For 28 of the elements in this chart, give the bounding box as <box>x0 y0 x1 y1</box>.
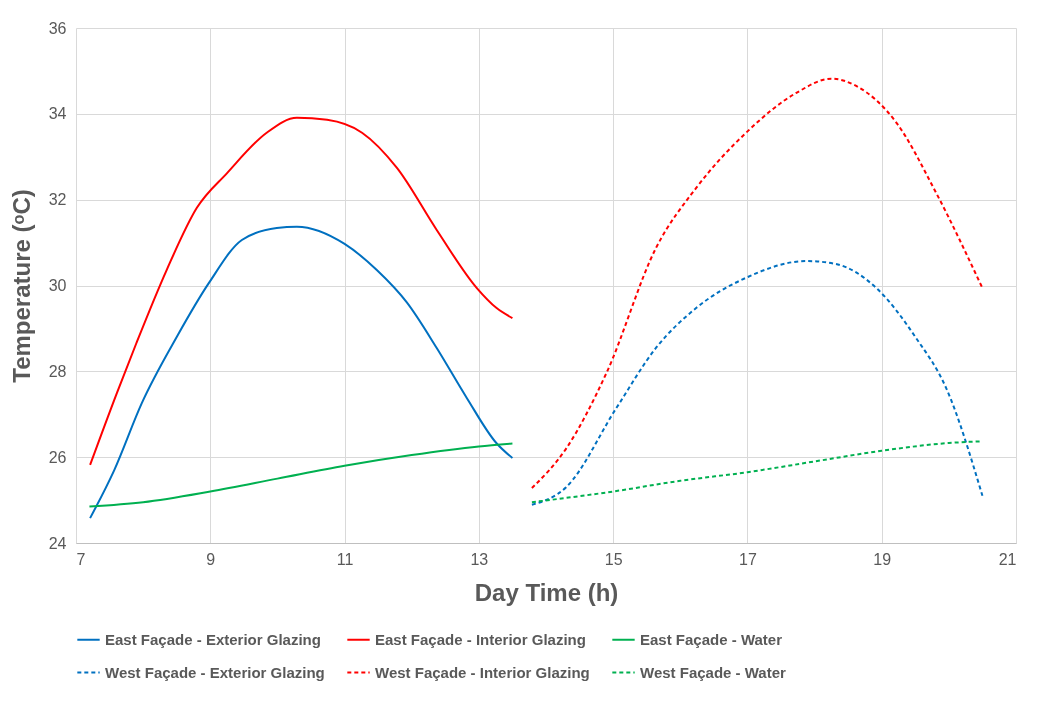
y-tick-label: 26 <box>48 448 67 466</box>
line-series <box>89 225 514 520</box>
x-axis-title: Day Time (h) <box>474 578 619 606</box>
x-tick-label: 15 <box>604 550 623 568</box>
y-axis-title: Temperature (ᵒC) <box>7 189 35 383</box>
x-tick-label: 17 <box>739 550 757 568</box>
line-series <box>530 77 984 490</box>
y-tick-label: 34 <box>48 105 67 123</box>
x-tick-label: 19 <box>873 550 892 568</box>
y-tick-label: 28 <box>48 362 67 380</box>
line-series <box>89 116 514 466</box>
x-tick-label: 13 <box>470 550 489 568</box>
legend-label: East Façade - Water <box>640 630 783 648</box>
x-tick-label: 21 <box>998 550 1017 568</box>
legend-label: West Façade - Interior Glazing <box>375 663 590 681</box>
x-tick-label: 9 <box>206 550 216 568</box>
legend-label: West Façade - Exterior Glazing <box>105 663 325 681</box>
line-series <box>88 442 514 508</box>
y-tick-label: 24 <box>48 534 67 552</box>
x-tick-label: 7 <box>76 550 86 568</box>
line-series <box>530 260 984 506</box>
legend-label: East Façade - Exterior Glazing <box>105 630 321 648</box>
legend-label: East Façade - Interior Glazing <box>375 630 586 648</box>
y-tick-label: 32 <box>48 191 67 209</box>
x-tick-label: 11 <box>336 550 354 568</box>
legend-label: West Façade - Water <box>640 663 787 681</box>
y-tick-label: 36 <box>48 19 67 37</box>
y-tick-label: 30 <box>48 277 67 294</box>
